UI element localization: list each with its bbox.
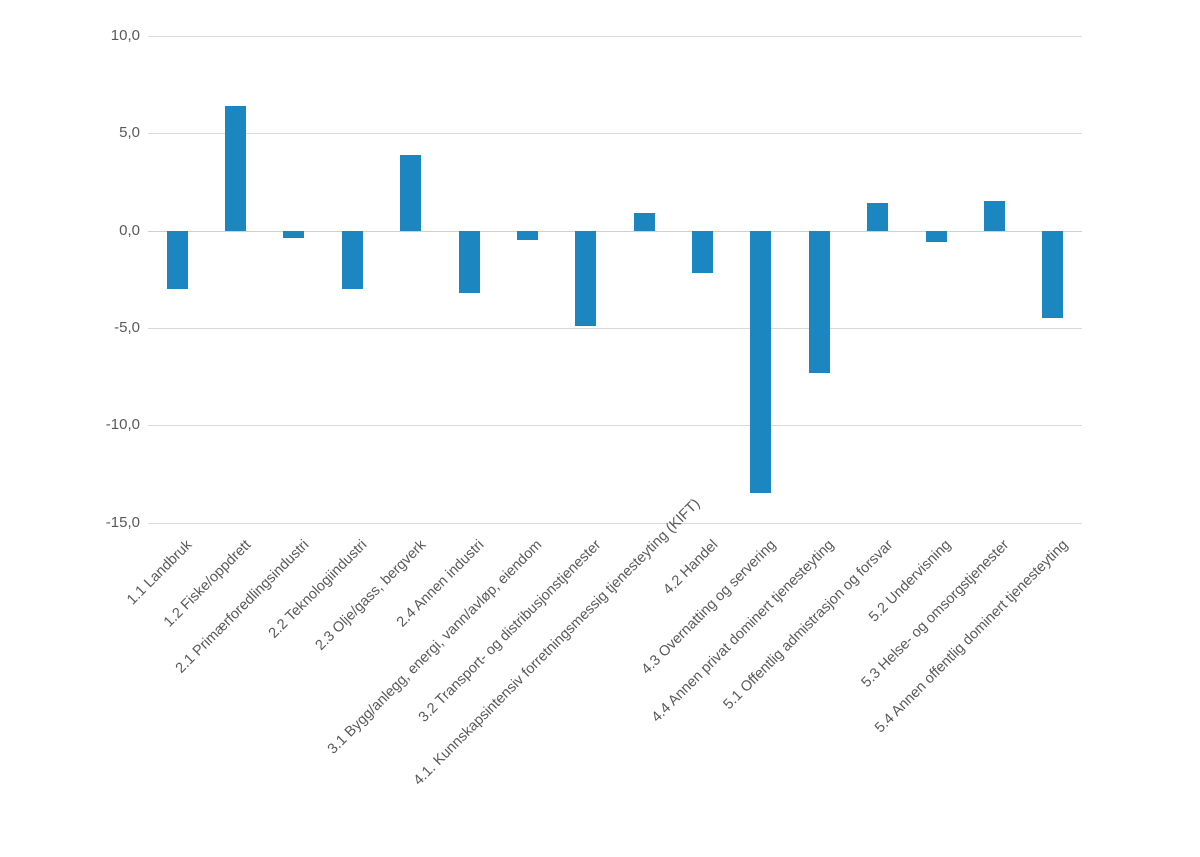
gridline: [148, 133, 1082, 135]
bar: [1042, 230, 1064, 319]
bar: [925, 230, 947, 243]
y-axis-tick-label: 5,0: [119, 124, 140, 142]
zero-gridline: [148, 230, 1082, 232]
y-axis-tick-label: 0,0: [119, 221, 140, 239]
y-axis-tick-label: -10,0: [105, 416, 140, 434]
bar: [983, 201, 1005, 231]
bar: [516, 230, 538, 241]
bar: [633, 213, 655, 231]
bar: [808, 230, 830, 373]
bar: [225, 106, 247, 231]
bar: [575, 230, 597, 326]
bar: [166, 230, 188, 289]
y-axis-tick-label: -15,0: [105, 513, 140, 531]
bar: [283, 230, 305, 239]
bar: [692, 230, 714, 274]
bar: [341, 230, 363, 289]
gridline: [148, 36, 1082, 37]
y-axis-tick-label: 10,0: [110, 27, 140, 44]
gridline: [148, 522, 1082, 524]
gridline: [148, 425, 1082, 427]
bar: [458, 230, 480, 293]
bar: [750, 230, 772, 494]
bar: [867, 203, 889, 231]
gridline: [148, 327, 1082, 329]
bar: [400, 154, 422, 231]
y-axis-tick-label: -5,0: [114, 318, 140, 336]
